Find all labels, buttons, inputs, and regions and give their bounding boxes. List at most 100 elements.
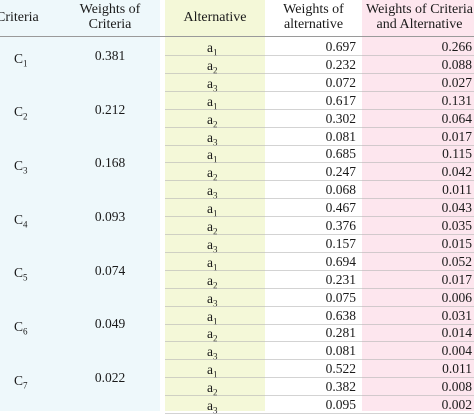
alternative-label: a3 [207,398,218,416]
weights-alternative-column-background [265,0,362,411]
table-row: a1 0.522 0.011 [0,360,474,380]
alternative-label: a3 [207,236,218,255]
weight-of-criteria-and-alternative: 0.008 [441,379,472,395]
criteria-column-background [0,0,160,411]
header-divider [0,36,474,37]
weight-of-alternative: 0.617 [325,92,356,108]
criterion-label: C6 [14,319,28,337]
table-row: a3 0.068 0.011 [0,181,474,201]
weight-of-alternative: 0.075 [325,289,356,305]
criterion-weight: 0.049 [94,316,126,332]
alternative-label: a1 [207,362,218,380]
weight-of-criteria-and-alternative: 0.042 [441,164,472,180]
table-row: a1 0.467 0.043 [0,199,474,219]
weight-of-criteria-and-alternative: 0.031 [441,307,472,323]
weight-of-criteria-and-alternative: 0.002 [441,397,472,412]
criterion-label: C1 [14,50,28,69]
header-weights-of-criteria-and-alternative: Weights of Criteria and Alternative [366,2,473,32]
weight-of-alternative: 0.281 [325,325,356,341]
table-row: a3 0.081 0.017 [0,128,474,148]
alternative-label: a1 [207,147,218,166]
weight-of-criteria-and-alternative: 0.266 [441,39,472,54]
weight-of-alternative: 0.231 [325,271,356,287]
table-row: a3 0.157 0.015 [0,235,474,255]
weight-of-criteria-and-alternative: 0.052 [441,253,472,269]
table-row: a2 0.376 0.035 [0,217,474,237]
weight-of-alternative: 0.685 [325,146,356,162]
alternative-label: a1 [207,40,218,58]
criterion-weight: 0.093 [94,208,126,224]
table-row: a3 0.081 0.004 [0,342,474,362]
weight-of-alternative: 0.467 [325,200,356,216]
weight-of-alternative: 0.522 [325,361,356,377]
alternative-label: a1 [207,308,218,327]
criterion-weight: 0.381 [94,47,126,63]
header-weights-of-alternative: Weights of alternative [283,2,344,32]
table-row: a3 0.072 0.027 [0,74,474,94]
column-separator [160,0,165,411]
weight-of-alternative: 0.382 [325,379,356,395]
alternative-label: a1 [207,201,218,219]
weight-of-criteria-and-alternative: 0.004 [441,343,472,359]
table-row: a2 0.281 0.014 [0,324,474,345]
table-row: a1 0.638 0.031 [0,307,474,327]
weight-of-alternative: 0.302 [325,110,356,126]
table-row: a2 0.247 0.042 [0,163,474,183]
header-weights-of-criteria: Weights of Criteria [79,2,141,32]
alternative-label: a2 [207,380,218,398]
table-row: a3 0.095 0.002 [0,396,474,416]
criterion-label: C2 [14,104,28,122]
weight-of-criteria-and-alternative: 0.035 [441,218,472,233]
alternative-label: a3 [207,129,218,148]
alternative-label: a3 [207,290,218,309]
criterion-label: C3 [14,157,28,176]
header-alternative: Alternative [183,9,247,25]
table-row: a1 0.617 0.131 [0,92,474,112]
weight-of-criteria-and-alternative: 0.017 [441,128,472,144]
criterion-label: C5 [14,265,28,284]
alternative-label: a2 [207,272,218,291]
weight-of-criteria-and-alternative: 0.043 [441,200,472,216]
weight-of-alternative: 0.081 [325,343,356,359]
alternative-label: a2 [207,165,218,183]
weight-of-criteria-and-alternative: 0.014 [441,325,472,341]
weight-of-criteria-and-alternative: 0.027 [441,74,472,90]
weight-of-alternative: 0.068 [325,182,356,198]
weight-of-alternative: 0.095 [325,397,356,412]
weights-criteria-alternative-column-background [362,0,474,411]
weight-of-criteria-and-alternative: 0.011 [442,182,472,198]
alternative-label: a3 [207,183,218,201]
weight-of-criteria-and-alternative: 0.064 [441,110,472,126]
weight-of-criteria-and-alternative: 0.088 [441,56,472,72]
alternative-column-background [165,0,265,411]
header-criteria: Criteria [0,9,39,25]
criterion-label: C7 [14,372,28,391]
alternative-label: a3 [207,344,218,362]
weight-of-criteria-and-alternative: 0.006 [441,289,472,305]
alternative-label: a1 [207,254,218,273]
table-row: a3 0.075 0.006 [0,289,474,309]
weight-of-criteria-and-alternative: 0.131 [441,92,472,108]
weight-of-criteria-and-alternative: 0.017 [441,271,472,287]
alternative-label: a2 [207,219,218,237]
criterion-weight: 0.022 [94,370,126,386]
alternative-label: a2 [207,111,218,130]
alternative-label: a3 [207,75,218,94]
weight-of-alternative: 0.638 [325,307,356,323]
alternative-label: a2 [207,326,218,345]
weight-of-alternative: 0.081 [325,128,356,144]
criterion-weight: 0.074 [94,262,126,278]
alternative-label: a2 [207,57,218,76]
weight-of-alternative: 0.694 [325,253,356,269]
weight-of-alternative: 0.697 [325,39,356,54]
table-row: a2 0.232 0.088 [0,56,474,76]
table-row: a1 0.697 0.266 [0,38,474,58]
weight-of-criteria-and-alternative: 0.011 [442,361,472,377]
criterion-weight: 0.212 [94,101,126,117]
table-row: a1 0.685 0.115 [0,145,474,166]
weight-of-criteria-and-alternative: 0.015 [441,235,472,251]
table-row: a1 0.694 0.052 [0,253,474,273]
alternative-label: a1 [207,93,218,112]
weight-of-alternative: 0.376 [325,218,356,233]
weight-of-alternative: 0.072 [325,74,356,90]
